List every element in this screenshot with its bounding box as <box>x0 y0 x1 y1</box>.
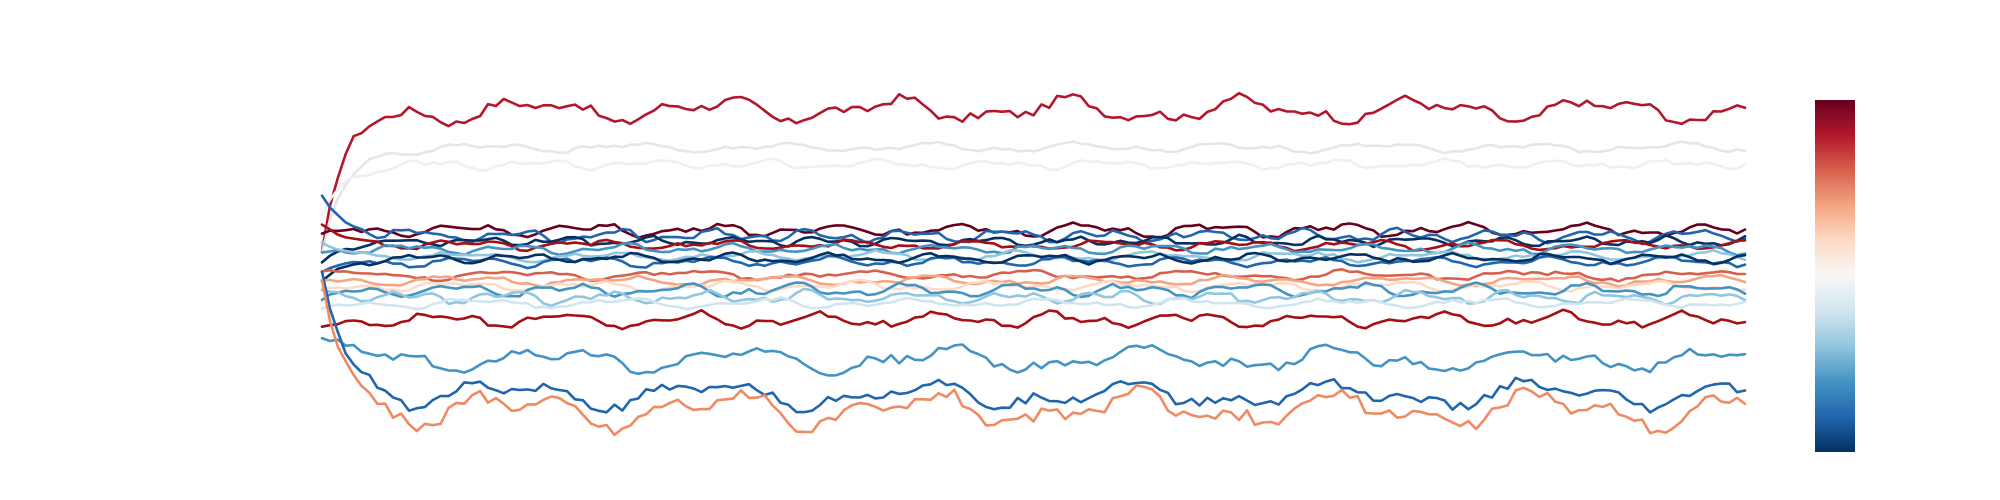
series-line-19 <box>320 336 1747 377</box>
series-line-8 <box>320 241 1747 257</box>
series-line-1 <box>320 91 1747 253</box>
plot-area <box>320 91 1747 437</box>
colorbar <box>1815 100 1855 452</box>
series-line-17 <box>320 296 1747 311</box>
series-line-2 <box>320 140 1747 255</box>
series-line-12 <box>320 267 1747 283</box>
series-line-3 <box>320 156 1747 217</box>
colorbar-gradient <box>1815 100 1855 452</box>
series-line-21 <box>320 278 1747 437</box>
series-line-16 <box>320 287 1747 308</box>
series-line-14 <box>320 278 1747 294</box>
series-line-11 <box>320 251 1747 283</box>
series-line-18 <box>320 308 1747 331</box>
series-line-20 <box>320 270 1747 414</box>
